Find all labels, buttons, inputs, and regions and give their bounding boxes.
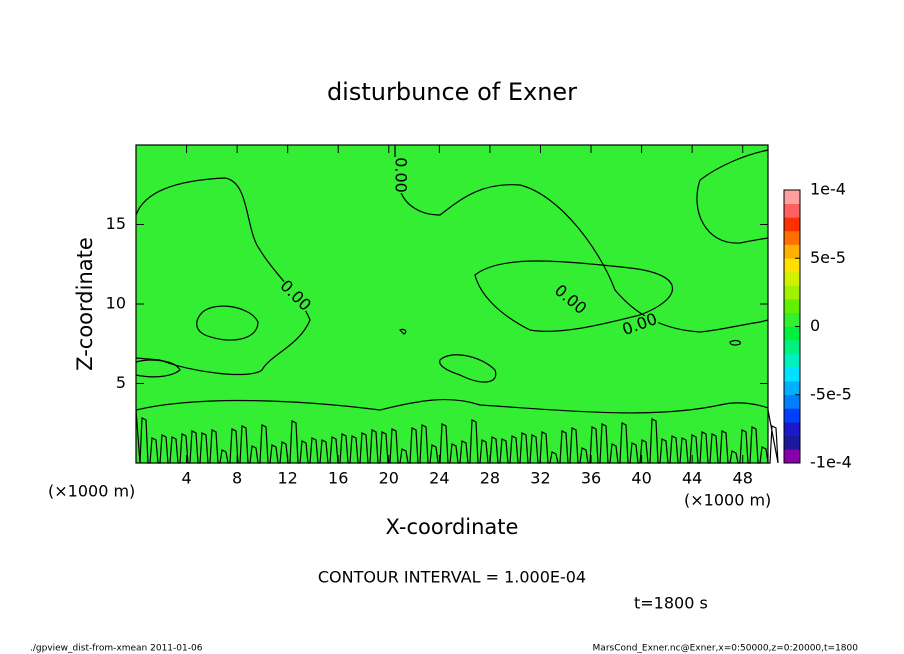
x-tick-label: 12 (278, 469, 298, 488)
x-tick-label: 8 (232, 469, 242, 488)
contour-line (729, 339, 741, 346)
colorbar-tick-label: -1e-4 (810, 453, 852, 472)
colorbar-band (784, 449, 800, 464)
contour-label: 0.00 (392, 157, 411, 193)
chart-title: disturbunce of Exner (327, 78, 577, 106)
contour-line (135, 359, 181, 378)
colorbar-band (784, 326, 800, 341)
contour-line (398, 328, 407, 335)
colorbar-band (784, 435, 800, 450)
contour-line (196, 305, 259, 341)
colorbar-band (784, 258, 800, 273)
x-unit: (×1000 m) (684, 491, 771, 510)
contour-label-bg (551, 283, 589, 317)
colorbar-band (784, 203, 800, 218)
y-axis-label: Z-coordinate (73, 237, 97, 371)
colorbar-band (784, 340, 800, 355)
colorbar-band (784, 312, 800, 327)
contour-line (474, 260, 674, 332)
colorbar-band (784, 190, 800, 204)
colorbar-band (784, 244, 800, 259)
footer-right: MarsCond_Exner.nc@Exner,x=0:50000,z=0:20… (593, 644, 859, 654)
colorbar-band (784, 285, 800, 300)
time-label: t=1800 s (634, 594, 708, 613)
x-tick-label: 40 (631, 469, 651, 488)
contour-interval: CONTOUR INTERVAL = 1.000E-04 (318, 568, 586, 587)
contour-line (135, 398, 769, 414)
x-tick-label: 44 (682, 469, 702, 488)
colorbar-tick-label: -5e-5 (810, 384, 852, 403)
y-tick-label: 5 (116, 373, 126, 392)
x-tick-label: 20 (379, 469, 399, 488)
colorbar-band (784, 408, 800, 423)
contour-line (696, 149, 769, 244)
y-tick-label: 15 (106, 214, 126, 233)
colorbar-band (784, 422, 800, 436)
colorbar-tick-label: 0 (810, 316, 820, 335)
colorbar-tick-label: 1e-4 (810, 180, 846, 199)
colorbar-band (784, 394, 800, 409)
contour-line (399, 184, 769, 333)
contour-line (439, 354, 497, 383)
colorbar-band (784, 217, 800, 232)
y-unit: (×1000 m) (48, 482, 135, 501)
contour-label-bg (277, 278, 313, 314)
colorbar-band (784, 299, 800, 314)
x-tick-label: 4 (181, 469, 191, 488)
colorbar-tick-label: 5e-5 (810, 248, 846, 267)
colorbar-band (784, 353, 800, 368)
x-tick-label: 32 (530, 469, 550, 488)
colorbar-band (784, 230, 800, 245)
field (136, 145, 768, 463)
y-tick-label: 10 (106, 294, 126, 313)
colorbar-band (784, 271, 800, 286)
x-tick-label: 48 (733, 469, 753, 488)
x-axis-label: X-coordinate (386, 515, 519, 539)
colorbar-band (784, 381, 800, 396)
x-tick-label: 36 (581, 469, 601, 488)
contour-label-bg (620, 312, 660, 338)
footer-left: ./gpview_dist-from-xmean 2011-01-06 (30, 644, 203, 654)
x-tick-label: 28 (480, 469, 500, 488)
x-tick-label: 16 (328, 469, 348, 488)
colorbar-band (784, 367, 800, 382)
x-tick-label: 24 (429, 469, 449, 488)
contour-label-bg (393, 157, 407, 193)
